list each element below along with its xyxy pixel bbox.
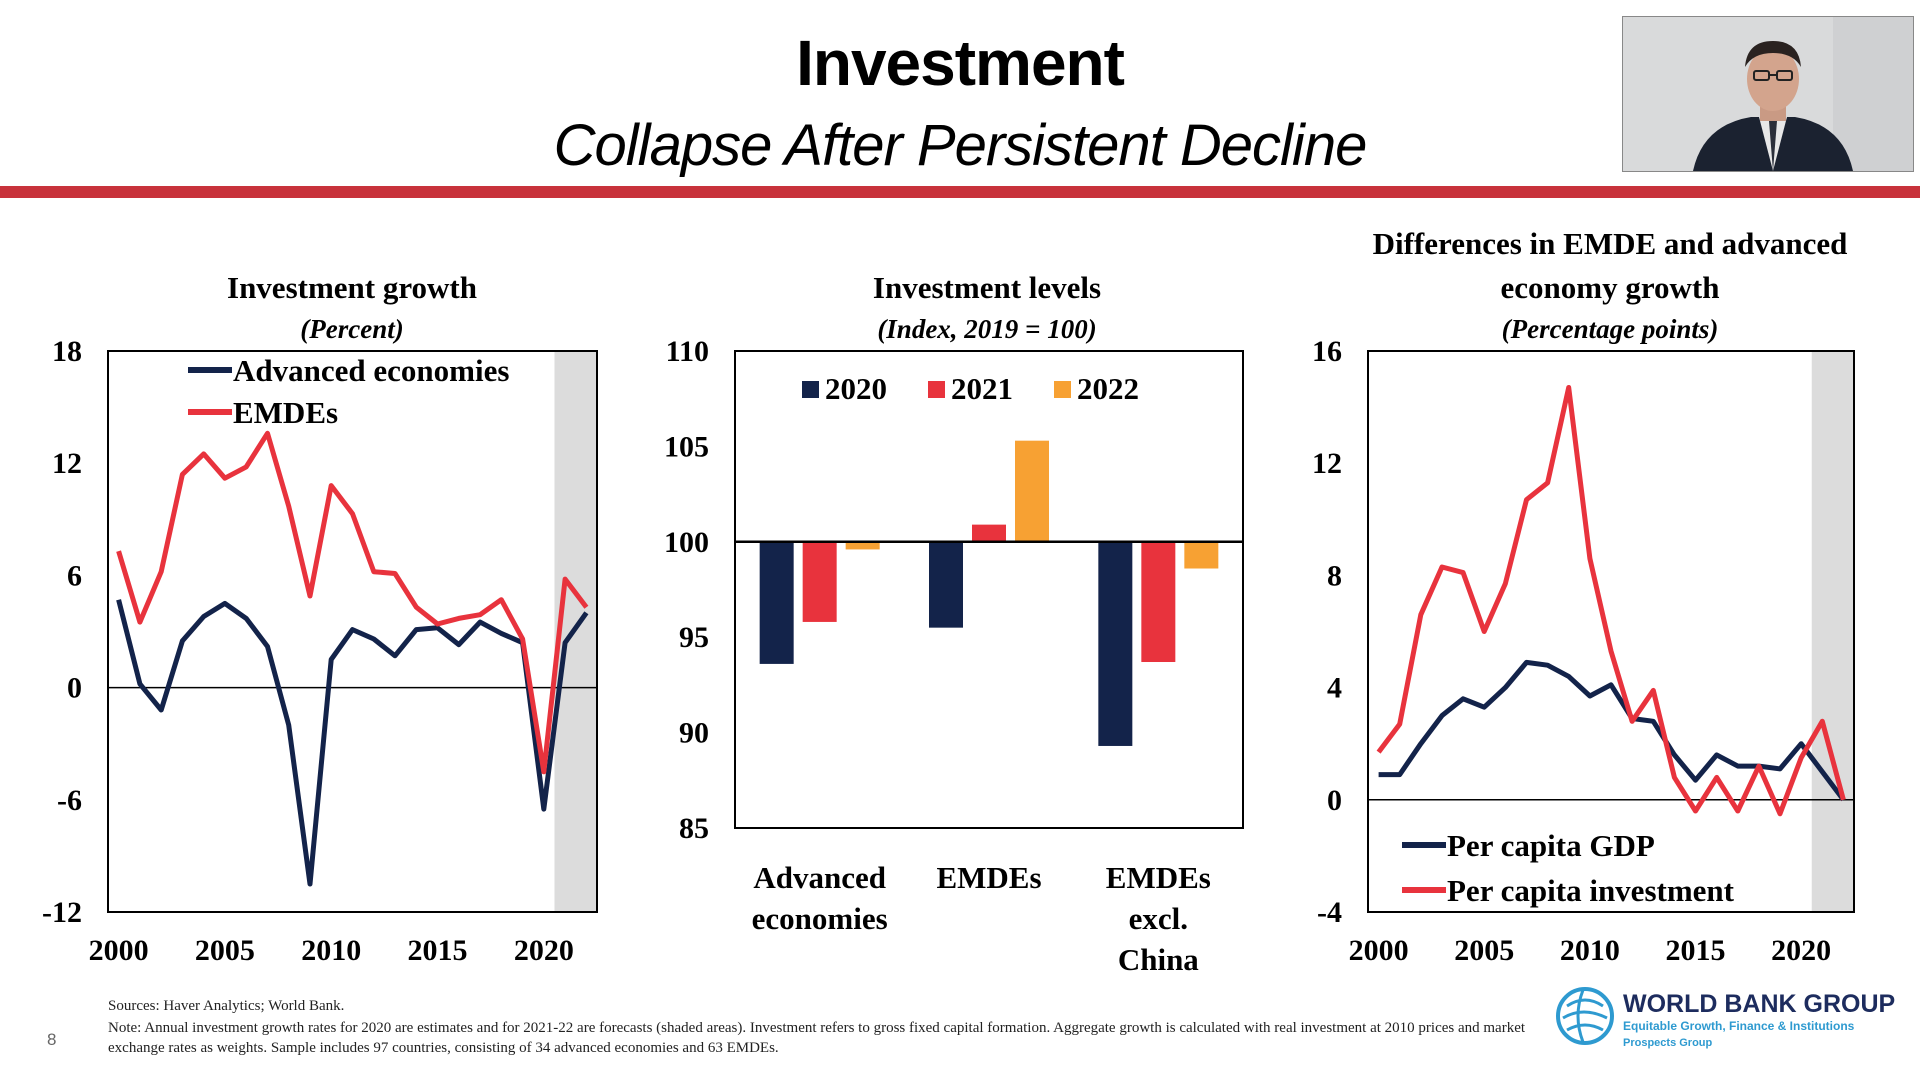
y-tick-label: 110 xyxy=(666,335,709,368)
x-tick-label: 2020 xyxy=(1771,934,1831,967)
legend-label: Advanced economies xyxy=(233,353,509,388)
series-line-1 xyxy=(116,430,589,775)
x-tick-label: 2015 xyxy=(1666,934,1726,967)
legend-label: EMDEs xyxy=(233,395,338,430)
legend-swatch xyxy=(802,381,819,398)
legend-label: 2022 xyxy=(1077,371,1139,406)
x-tick-label: 2010 xyxy=(301,934,361,967)
chart-title: Investment growth xyxy=(227,270,477,305)
category-label: Advanced xyxy=(753,860,886,895)
presenter-video xyxy=(1623,17,1913,171)
y-tick-label: 100 xyxy=(664,526,709,559)
x-tick-label: 2000 xyxy=(1349,934,1409,967)
chart-subtitle: (Index, 2019 = 100) xyxy=(877,314,1096,344)
y-tick-label: -12 xyxy=(42,896,82,929)
y-tick-label: 12 xyxy=(52,447,82,480)
logo-name: WORLD BANK GROUP xyxy=(1623,990,1896,1018)
bar-2022-2 xyxy=(1184,541,1219,569)
globe-icon xyxy=(1556,987,1614,1045)
webcam-feed xyxy=(1622,16,1914,172)
page-number: 8 xyxy=(47,1030,57,1049)
category-label: China xyxy=(1118,942,1199,977)
logo-group: Prospects Group xyxy=(1623,1037,1713,1049)
x-tick-label: 2005 xyxy=(1454,934,1514,967)
growth-differences-chart: Differences in EMDE and advanced economy … xyxy=(1312,226,1855,967)
sources-text: Sources: Haver Analytics; World Bank. xyxy=(108,998,345,1014)
x-tick-label: 2010 xyxy=(1560,934,1620,967)
logo-tagline: Equitable Growth, Finance & Institutions xyxy=(1623,1019,1855,1033)
y-tick-label: 12 xyxy=(1312,447,1342,480)
category-label: EMDEs xyxy=(936,860,1041,895)
y-tick-label: 8 xyxy=(1327,559,1342,592)
bar-2021-0 xyxy=(802,541,837,622)
y-tick-label: 4 xyxy=(1327,672,1342,705)
y-tick-label: 6 xyxy=(67,559,82,592)
legend-label: 2020 xyxy=(825,371,887,406)
investment-levels-chart: Investment levels (Index, 2019 = 100) 11… xyxy=(664,270,1244,977)
category-label: EMDEs xyxy=(1106,860,1211,895)
chart-subtitle: (Percent) xyxy=(300,314,403,344)
y-tick-label: 105 xyxy=(664,430,709,463)
legend-label: Per capita GDP xyxy=(1447,828,1655,863)
x-tick-label: 2020 xyxy=(514,934,574,967)
bar-2022-1 xyxy=(1015,440,1049,542)
chart-title: Investment levels xyxy=(873,270,1101,305)
chart-title: Differences in EMDE and advanced xyxy=(1373,226,1848,261)
bar-2022-0 xyxy=(845,541,880,550)
header-divider xyxy=(0,186,1920,198)
y-tick-label: 95 xyxy=(679,621,709,654)
legend-swatch xyxy=(1054,381,1071,398)
y-tick-label: 90 xyxy=(679,717,709,750)
y-tick-label: 85 xyxy=(679,812,709,845)
chart-title: economy growth xyxy=(1501,270,1720,305)
bar-2020-1 xyxy=(929,541,963,628)
note-text: Note: Annual investment growth rates for… xyxy=(108,1020,1526,1056)
forecast-shaded-area xyxy=(1811,351,1854,912)
y-tick-label: -4 xyxy=(1317,896,1342,929)
y-tick-label: 16 xyxy=(1312,335,1342,368)
series-line-0 xyxy=(116,599,589,887)
slide-subtitle: Collapse After Persistent Decline xyxy=(553,113,1368,178)
x-tick-label: 2005 xyxy=(195,934,255,967)
world-bank-logo: WORLD BANK GROUP Equitable Growth, Finan… xyxy=(1553,984,1896,1054)
bar-2020-2 xyxy=(1098,541,1133,746)
plot-frame xyxy=(734,350,1244,829)
series-line-0 xyxy=(1378,659,1846,802)
bar-2020-0 xyxy=(759,541,794,664)
investment-growth-chart: Investment growth (Percent) 181260-6-12 … xyxy=(42,270,598,967)
plot-frame xyxy=(107,350,598,913)
x-tick-label: 2000 xyxy=(89,934,149,967)
chart-subtitle: (Percentage points) xyxy=(1502,314,1719,344)
bar-2021-1 xyxy=(972,524,1006,542)
slide-title: Investment xyxy=(796,27,1125,99)
plot-frame xyxy=(1367,350,1855,913)
category-label: economies xyxy=(752,901,888,936)
series-line-1 xyxy=(1376,385,1846,817)
category-label: excl. xyxy=(1129,901,1188,936)
bar-2021-2 xyxy=(1141,541,1176,663)
y-tick-label: 18 xyxy=(52,335,82,368)
x-tick-label: 2015 xyxy=(408,934,468,967)
legend-label: Per capita investment xyxy=(1447,873,1735,908)
y-tick-label: 0 xyxy=(67,672,82,705)
y-tick-label: -6 xyxy=(57,784,82,817)
legend-swatch xyxy=(928,381,945,398)
y-tick-label: 0 xyxy=(1327,784,1342,817)
legend-label: 2021 xyxy=(951,371,1013,406)
